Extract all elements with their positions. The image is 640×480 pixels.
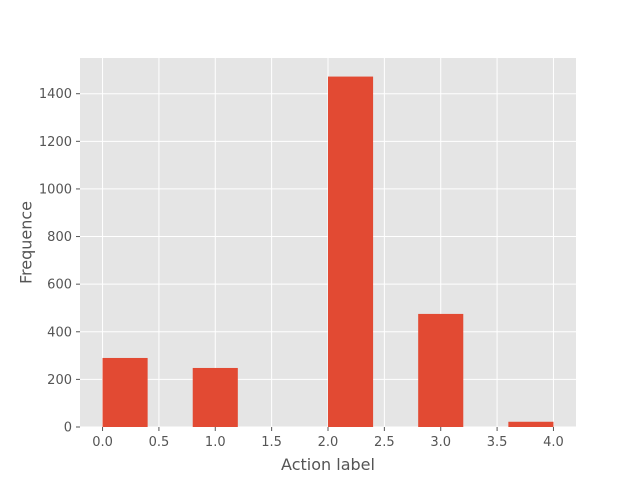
y-tick-label: 1200 xyxy=(39,135,72,150)
y-tick-label: 0 xyxy=(64,421,72,436)
histogram-bar xyxy=(328,76,374,427)
x-tick-label: 2.5 xyxy=(374,435,395,450)
x-tick-label: 1.5 xyxy=(261,435,282,450)
x-axis-ticks: 0.0 0.5 1.0 1.5 2.0 2.5 3.0 3.5 4.0 xyxy=(92,427,564,450)
histogram-bar xyxy=(418,313,464,427)
bars xyxy=(102,76,554,427)
x-axis-label: Action label xyxy=(281,455,375,474)
x-tick-label: 2.0 xyxy=(318,435,339,450)
x-tick-label: 4.0 xyxy=(543,435,564,450)
x-tick-label: 0.5 xyxy=(149,435,170,450)
y-tick-label: 800 xyxy=(47,230,72,245)
histogram-bar xyxy=(102,357,148,427)
histogram-bar xyxy=(192,367,238,427)
x-tick-label: 1.0 xyxy=(205,435,226,450)
x-tick-label: 3.0 xyxy=(430,435,451,450)
y-tick-label: 1000 xyxy=(39,182,72,197)
y-tick-label: 200 xyxy=(47,373,72,388)
y-tick-label: 1400 xyxy=(39,87,72,102)
y-axis-ticks: 0 200 400 600 800 1000 1200 1400 xyxy=(39,87,80,436)
histogram-bar xyxy=(508,421,554,427)
x-tick-label: 3.5 xyxy=(487,435,508,450)
y-tick-label: 400 xyxy=(47,325,72,340)
y-tick-label: 600 xyxy=(47,278,72,293)
y-axis-label: Frequence xyxy=(17,201,36,284)
x-tick-label: 0.0 xyxy=(92,435,113,450)
